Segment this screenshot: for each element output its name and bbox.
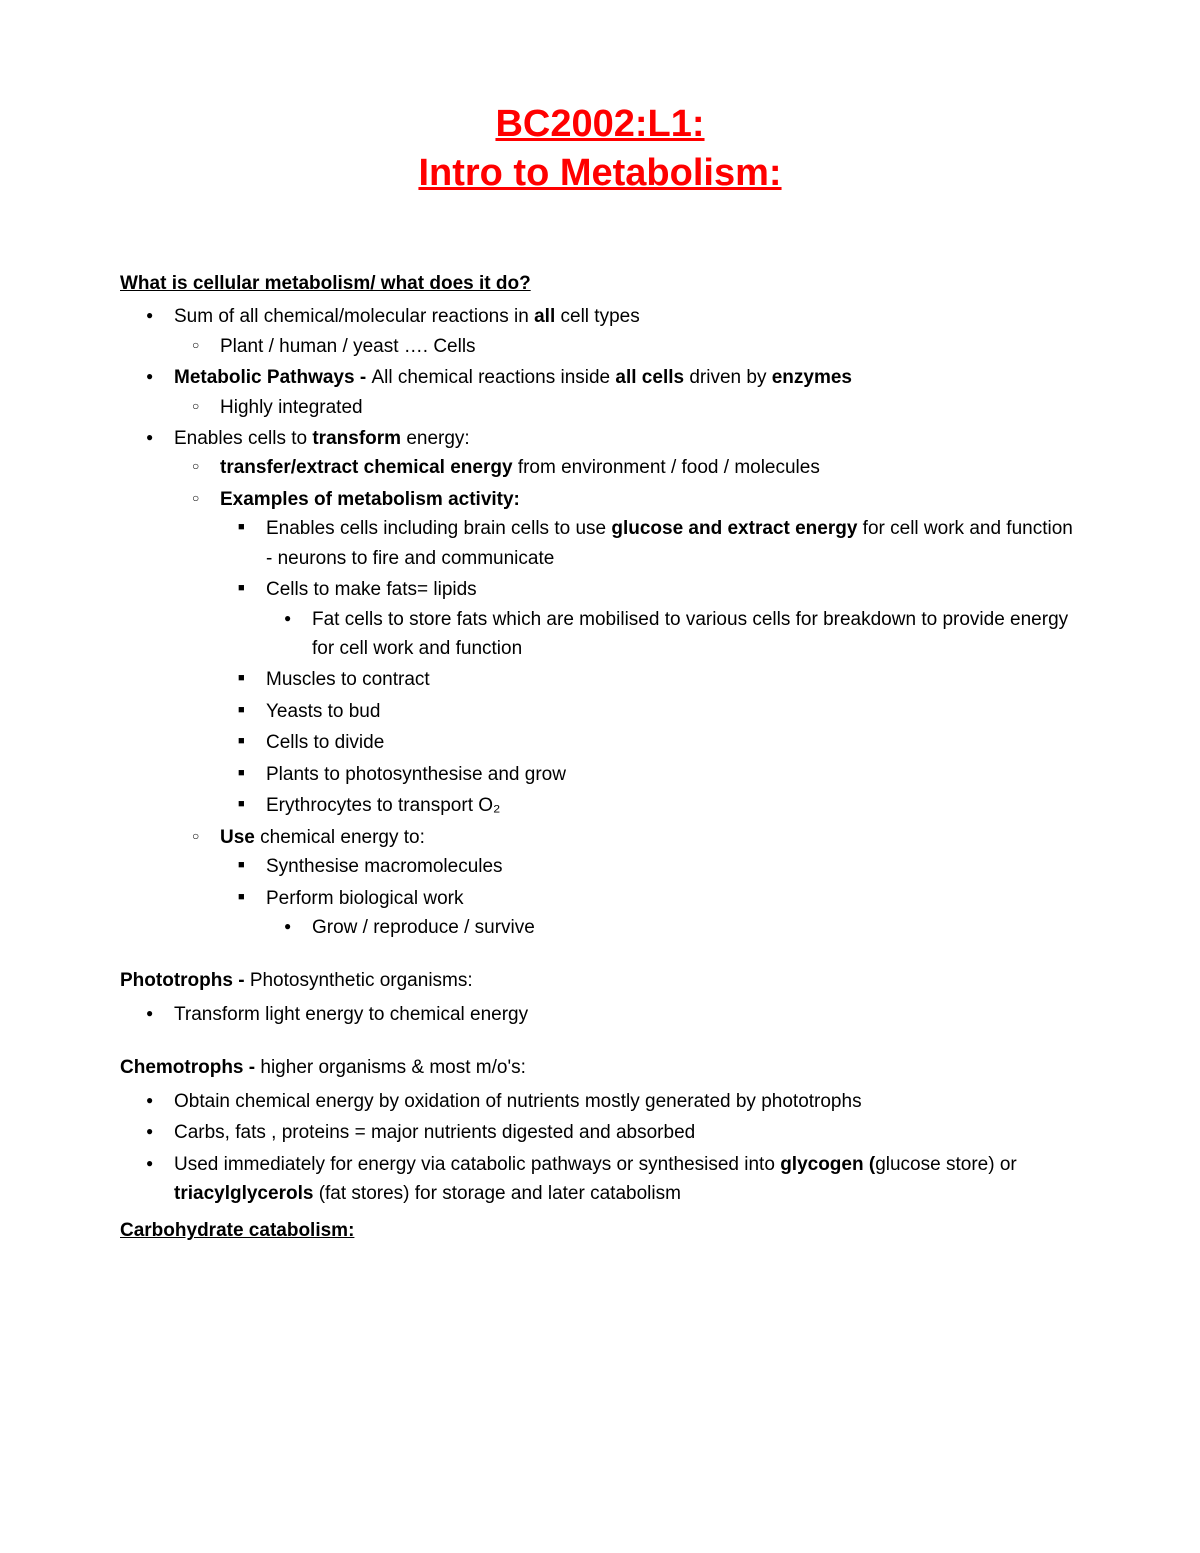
- list-item: Plants to photosynthesise and grow: [266, 760, 1080, 789]
- list-item: Obtain chemical energy by oxidation of n…: [174, 1087, 1080, 1116]
- list-item: Use chemical energy to: Synthesise macro…: [220, 823, 1080, 943]
- section-1-heading: What is cellular metabolism/ what does i…: [120, 269, 1080, 298]
- document-title: BC2002:L1: Intro to Metabolism:: [120, 100, 1080, 199]
- title-line-2: Intro to Metabolism:: [418, 152, 781, 194]
- list-item: Transform light energy to chemical energ…: [174, 1000, 1080, 1029]
- list-item: Examples of metabolism activity: Enables…: [220, 485, 1080, 821]
- section-3-list: Obtain chemical energy by oxidation of n…: [120, 1087, 1080, 1209]
- list-item: Metabolic Pathways - All chemical reacti…: [174, 363, 1080, 422]
- list-item: Erythrocytes to transport O₂: [266, 791, 1080, 820]
- list-item: transfer/extract chemical energy from en…: [220, 453, 1080, 482]
- list-item: Carbs, fats , proteins = major nutrients…: [174, 1118, 1080, 1147]
- list-item: Grow / reproduce / survive: [312, 913, 1080, 942]
- list-item: Sum of all chemical/molecular reactions …: [174, 302, 1080, 361]
- list-item: Enables cells to transform energy: trans…: [174, 424, 1080, 942]
- list-item: Cells to divide: [266, 728, 1080, 757]
- section-3-heading: Chemotrophs - higher organisms & most m/…: [120, 1053, 1080, 1082]
- list-item: Yeasts to bud: [266, 697, 1080, 726]
- list-item: Perform biological work Grow / reproduce…: [266, 884, 1080, 943]
- list-item: Muscles to contract: [266, 665, 1080, 694]
- list-item: Highly integrated: [220, 393, 1080, 422]
- list-item: Synthesise macromolecules: [266, 852, 1080, 881]
- title-line-1: BC2002:L1:: [495, 103, 704, 145]
- section-4-heading: Carbohydrate catabolism:: [120, 1216, 1080, 1245]
- list-item: Cells to make fats= lipids Fat cells to …: [266, 575, 1080, 663]
- section-1-list: Sum of all chemical/molecular reactions …: [120, 302, 1080, 942]
- list-item: Plant / human / yeast …. Cells: [220, 332, 1080, 361]
- list-item: Enables cells including brain cells to u…: [266, 514, 1080, 573]
- section-2-list: Transform light energy to chemical energ…: [120, 1000, 1080, 1029]
- list-item: Used immediately for energy via cataboli…: [174, 1150, 1080, 1209]
- section-2-heading: Phototrophs - Photosynthetic organisms:: [120, 966, 1080, 995]
- list-item: Fat cells to store fats which are mobili…: [312, 605, 1080, 664]
